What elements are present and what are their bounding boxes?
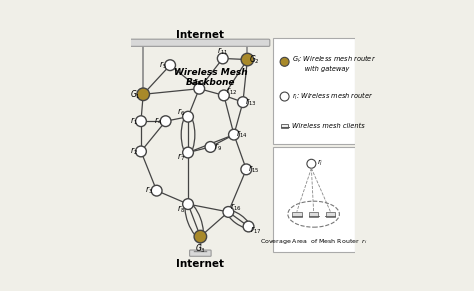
Circle shape: [307, 159, 316, 168]
FancyBboxPatch shape: [273, 147, 355, 252]
Text: $r_{12}$: $r_{12}$: [226, 86, 237, 97]
Circle shape: [219, 90, 229, 101]
Circle shape: [136, 146, 146, 157]
FancyBboxPatch shape: [273, 38, 355, 143]
Text: $r_2$: $r_2$: [130, 146, 138, 157]
FancyBboxPatch shape: [130, 39, 270, 46]
Text: Wireless mesh clients: Wireless mesh clients: [292, 123, 365, 129]
Text: $r_9$: $r_9$: [213, 141, 222, 153]
Text: $r_8$: $r_8$: [176, 203, 185, 215]
Text: Internet: Internet: [176, 30, 224, 40]
Circle shape: [205, 142, 216, 152]
Text: Internet: Internet: [176, 259, 224, 269]
Text: $r_{17}$: $r_{17}$: [250, 224, 262, 236]
Text: $r_1$: $r_1$: [130, 116, 138, 127]
Text: $r_i$: Wireless mesh router: $r_i$: Wireless mesh router: [292, 91, 374, 102]
Text: $G_i$: Wireless mesh router: $G_i$: Wireless mesh router: [292, 54, 376, 65]
Circle shape: [280, 92, 289, 101]
FancyBboxPatch shape: [326, 212, 335, 217]
Text: $G_3$: $G_3$: [195, 243, 206, 255]
Circle shape: [182, 199, 193, 210]
Circle shape: [182, 111, 193, 122]
Text: $G_2$: $G_2$: [249, 53, 260, 66]
Text: $r_{11}$: $r_{11}$: [217, 46, 228, 58]
Text: $r_5$: $r_5$: [159, 59, 167, 71]
Text: $r_3$: $r_3$: [145, 185, 153, 196]
Text: $r_i$: $r_i$: [317, 157, 323, 168]
Text: $r_{13}$: $r_{13}$: [245, 96, 256, 108]
Circle shape: [218, 53, 228, 64]
FancyBboxPatch shape: [292, 212, 301, 217]
Text: $r_{10}$: $r_{10}$: [193, 76, 205, 88]
Text: Coverage Area  of Mesh Router  $r_i$: Coverage Area of Mesh Router $r_i$: [260, 237, 367, 246]
Circle shape: [160, 116, 171, 127]
Text: $r_{15}$: $r_{15}$: [248, 164, 260, 175]
Text: $r_6$: $r_6$: [177, 106, 185, 118]
Text: Wireless Mesh
Backbone: Wireless Mesh Backbone: [173, 68, 247, 87]
Circle shape: [223, 207, 234, 217]
Circle shape: [280, 57, 289, 66]
Circle shape: [228, 129, 239, 140]
Circle shape: [182, 147, 193, 158]
Circle shape: [241, 53, 254, 66]
Circle shape: [137, 88, 149, 101]
Text: $r_{16}$: $r_{16}$: [230, 202, 242, 213]
FancyBboxPatch shape: [309, 212, 319, 217]
FancyBboxPatch shape: [190, 250, 211, 256]
Circle shape: [237, 97, 248, 107]
Text: $G_1$: $G_1$: [130, 88, 141, 101]
Circle shape: [151, 185, 162, 196]
Circle shape: [136, 116, 146, 127]
FancyBboxPatch shape: [281, 124, 288, 128]
Text: $r_7$: $r_7$: [177, 152, 185, 163]
Circle shape: [241, 164, 252, 175]
Circle shape: [194, 83, 205, 94]
Circle shape: [243, 221, 254, 232]
Circle shape: [165, 60, 175, 70]
Circle shape: [194, 230, 207, 243]
Text: $r_{14}$: $r_{14}$: [236, 129, 247, 140]
Text: with gateway: with gateway: [292, 65, 349, 72]
Text: $r_4$: $r_4$: [154, 116, 162, 127]
